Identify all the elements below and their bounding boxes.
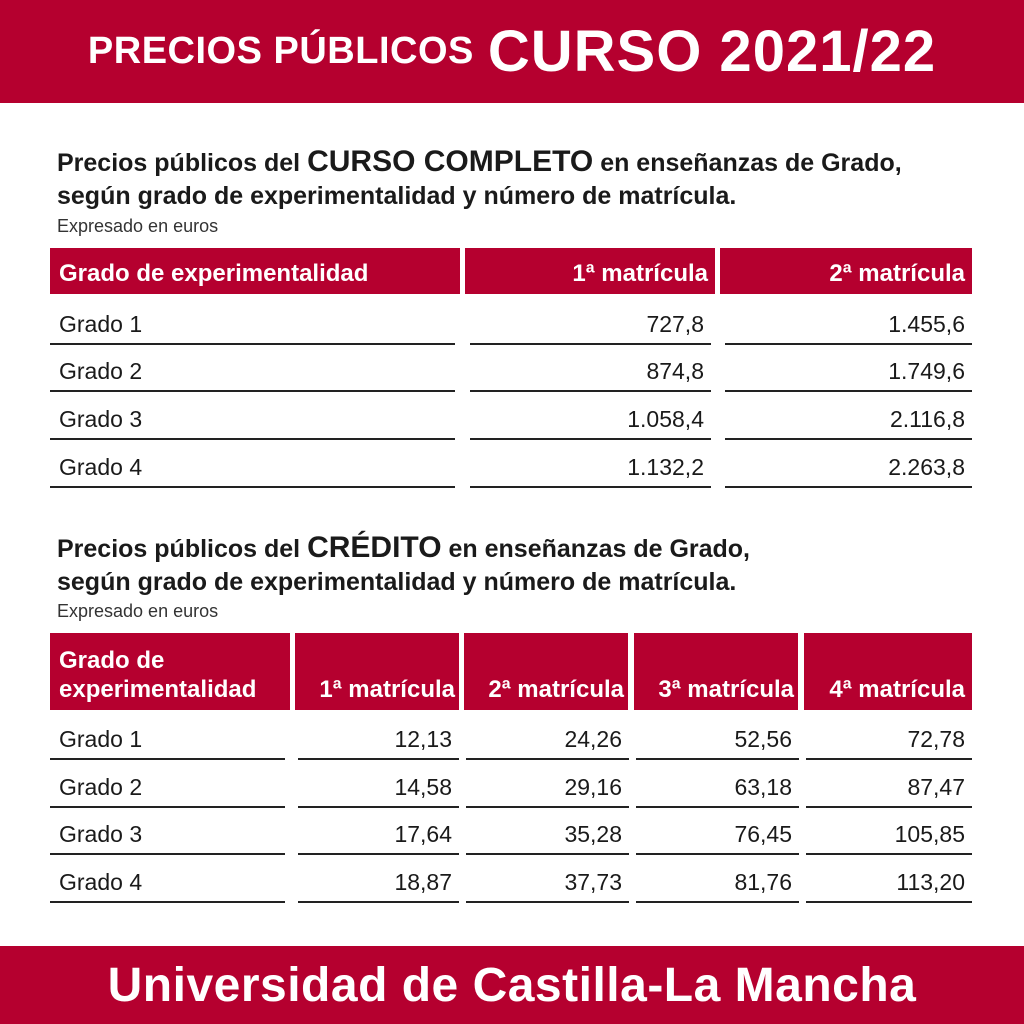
- section1-col-header: 1ª matrícula: [465, 248, 715, 294]
- table-cell: 29,16: [466, 763, 629, 808]
- row-label: Grado 3: [50, 395, 455, 440]
- section1-heading-end: en enseñanzas de Grado,: [600, 149, 902, 177]
- row-label: Grado 1: [50, 300, 455, 345]
- section1-header-row: Grado de experimentalidad 1ª matrícula 2…: [0, 248, 1024, 294]
- table-cell: 1.132,2: [470, 443, 711, 488]
- table-cell: 81,76: [636, 858, 799, 903]
- section2-heading-line2: según grado de experimentalidad y número…: [57, 568, 737, 596]
- table-cell: 37,73: [466, 858, 629, 903]
- header-title: CURSO 2021/22: [487, 19, 937, 84]
- section2-heading-emphasis: CRÉDITO: [307, 531, 442, 564]
- table-row: Grado 1 12,13 24,26 52,56 72,78: [0, 715, 1024, 760]
- footer-banner: Universidad de Castilla-La Mancha: [0, 946, 1024, 1024]
- section1-heading-line2: según grado de experimentalidad y número…: [57, 182, 737, 210]
- row-label: Grado 2: [50, 763, 285, 808]
- table-cell: 2.116,8: [725, 395, 972, 440]
- footer-university-name: Universidad de Castilla-La Mancha: [107, 958, 917, 1012]
- section1-col-header: Grado de experimentalidad: [50, 248, 460, 294]
- section2-heading-end: en enseñanzas de Grado,: [448, 535, 751, 563]
- table-cell: 18,87: [298, 858, 459, 903]
- table-row: Grado 2 14,58 29,16 63,18 87,47: [0, 763, 1024, 808]
- table-row: Grado 4 1.132,2 2.263,8: [0, 443, 1024, 488]
- section2-heading: Precios públicos del CRÉDITO en enseñanz…: [57, 531, 987, 599]
- section2-col-header: 2ª matrícula: [464, 633, 628, 710]
- table-cell: 63,18: [636, 763, 799, 808]
- table-row: Grado 4 18,87 37,73 81,76 113,20: [0, 858, 1024, 903]
- table-cell: 17,64: [298, 810, 459, 855]
- section2-col-header: Grado de experimentalidad: [50, 633, 290, 710]
- table-cell: 52,56: [636, 715, 799, 760]
- table-row: Grado 3 1.058,4 2.116,8: [0, 395, 1024, 440]
- section1-col-header: 2ª matrícula: [720, 248, 972, 294]
- table-cell: 727,8: [470, 300, 711, 345]
- section2-col-header-line2: experimentalidad: [59, 676, 257, 703]
- section2-heading-start: Precios públicos del: [57, 535, 301, 563]
- table-cell: 1.749,6: [725, 347, 972, 392]
- section2-col-header: 3ª matrícula: [634, 633, 798, 710]
- table-cell: 2.263,8: [725, 443, 972, 488]
- table-cell: 105,85: [806, 810, 972, 855]
- section1-note: Expresado en euros: [57, 216, 219, 236]
- header-banner: PRECIOS PÚBLICOS CURSO 2021/22: [0, 0, 1024, 103]
- section1-heading-emphasis: CURSO COMPLETO: [307, 145, 594, 178]
- section2-note: Expresado en euros: [57, 601, 219, 621]
- table-cell: 35,28: [466, 810, 629, 855]
- table-cell: 1.455,6: [725, 300, 972, 345]
- table-cell: 14,58: [298, 763, 459, 808]
- section2-col-header: 4ª matrícula: [804, 633, 972, 710]
- row-label: Grado 3: [50, 810, 285, 855]
- table-cell: 87,47: [806, 763, 972, 808]
- section1-heading-start: Precios públicos del: [57, 149, 301, 177]
- section2-header-row: Grado de experimentalidad 1ª matrícula 2…: [0, 633, 1024, 710]
- row-label: Grado 4: [50, 858, 285, 903]
- table-cell: 24,26: [466, 715, 629, 760]
- table-cell: 1.058,4: [470, 395, 711, 440]
- table-cell: 12,13: [298, 715, 459, 760]
- table-row: Grado 3 17,64 35,28 76,45 105,85: [0, 810, 1024, 855]
- section2-col-header-line1: Grado de: [59, 647, 165, 674]
- table-cell: 76,45: [636, 810, 799, 855]
- table-cell: 874,8: [470, 347, 711, 392]
- section1-heading: Precios públicos del CURSO COMPLETO en e…: [57, 145, 987, 213]
- table-cell: 113,20: [806, 858, 972, 903]
- row-label: Grado 1: [50, 715, 285, 760]
- row-label: Grado 2: [50, 347, 455, 392]
- table-row: Grado 2 874,8 1.749,6: [0, 347, 1024, 392]
- header-prefix: PRECIOS PÚBLICOS: [87, 30, 474, 72]
- section2-col-header: 1ª matrícula: [295, 633, 459, 710]
- table-cell: 72,78: [806, 715, 972, 760]
- row-label: Grado 4: [50, 443, 455, 488]
- table-row: Grado 1 727,8 1.455,6: [0, 300, 1024, 345]
